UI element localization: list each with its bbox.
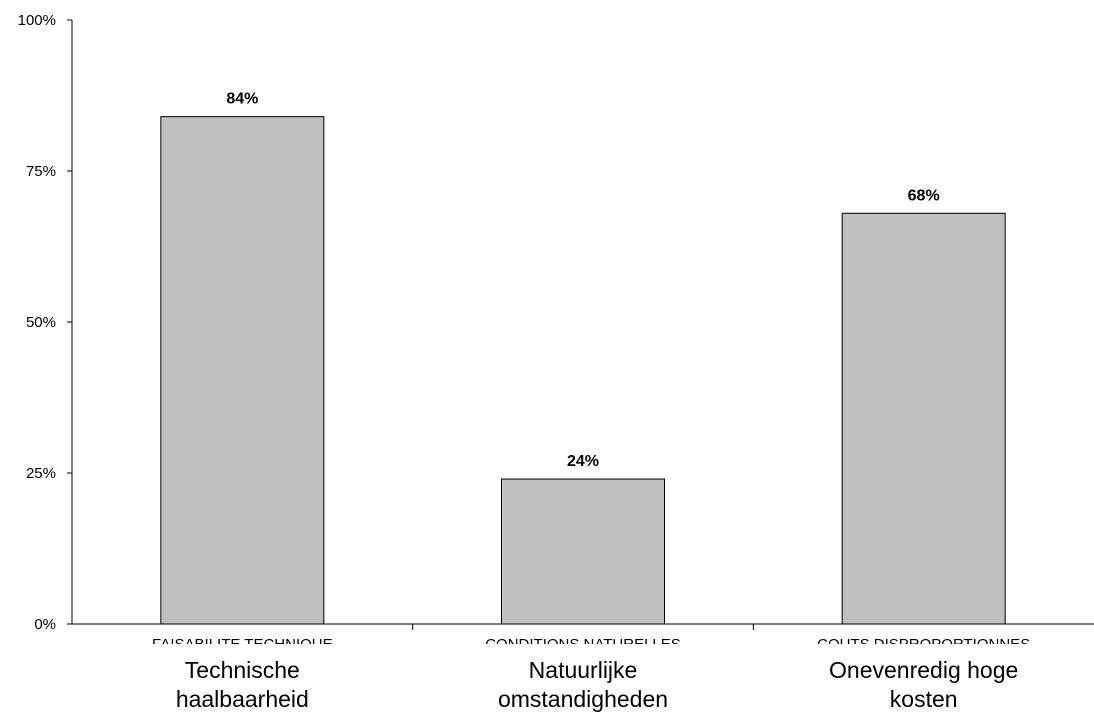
bars [160, 116, 1006, 625]
label-cover [72, 644, 413, 656]
x-category-label: Onevenredig hoge [829, 657, 1018, 683]
x-category-label: Natuurlijke [529, 657, 638, 683]
x-category-label: Technische [185, 657, 300, 683]
x-category-label: omstandigheden [498, 686, 668, 712]
bar [501, 478, 665, 625]
bar [160, 116, 325, 625]
y-tick-label: 0% [34, 616, 56, 633]
labels: 84%FAISABILITE TECHNIQUETechnischehaalba… [72, 91, 1094, 712]
label-cover [413, 644, 753, 656]
y-tick-label: 25% [26, 465, 56, 482]
y-tick-label: 50% [26, 314, 56, 331]
x-category-label: kosten [890, 686, 958, 712]
y-tick-label: 75% [26, 163, 56, 180]
data-label: 84% [226, 91, 258, 108]
data-label: 24% [567, 453, 599, 470]
y-tick-label: 100% [18, 12, 56, 29]
label-cover [753, 644, 1094, 656]
bar [841, 212, 1006, 625]
x-category-label: haalbaarheid [176, 686, 309, 712]
data-label: 68% [908, 187, 940, 204]
